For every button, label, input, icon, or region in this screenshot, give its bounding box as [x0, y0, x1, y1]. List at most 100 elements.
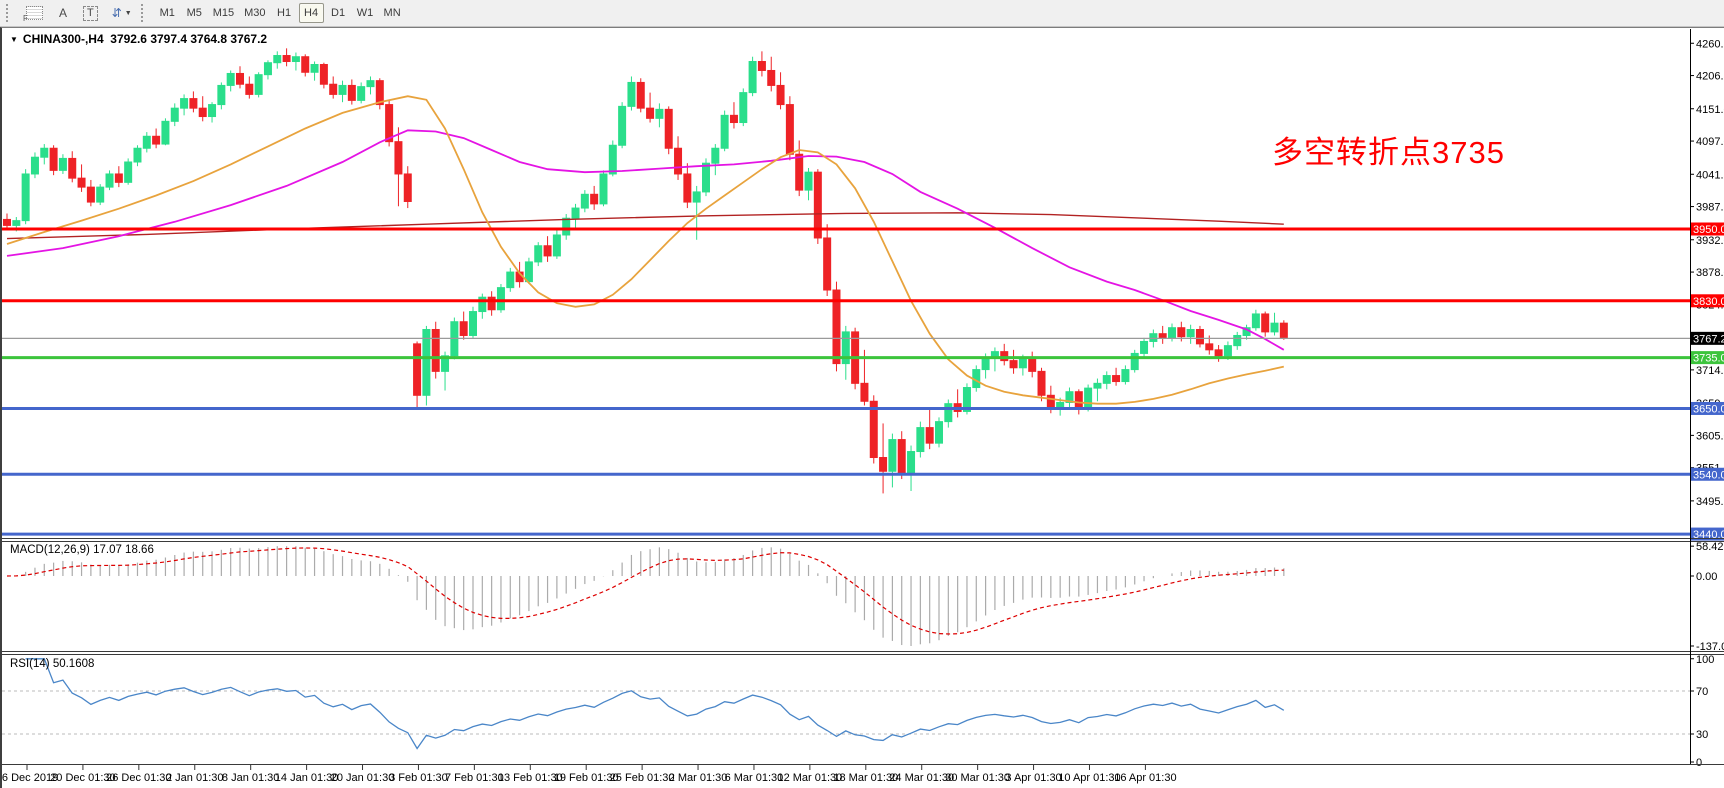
candle-body — [395, 142, 402, 174]
timeframe-m15-button[interactable]: M15 — [209, 3, 238, 23]
rsi-panel[interactable]: 10070300 — [2, 654, 1714, 769]
candle-body — [563, 218, 570, 235]
timeframe-w1-button[interactable]: W1 — [353, 3, 378, 23]
candle-body — [1206, 344, 1213, 350]
date-label: 2 Jan 01:30 — [166, 772, 224, 784]
price-axis[interactable]: 4260.54206.54151.04097.04041.53987.53932… — [1690, 38, 1724, 508]
toolbar-grip-icon[interactable] — [6, 4, 14, 22]
text-box-button[interactable]: T — [76, 2, 105, 24]
candle-body — [740, 93, 747, 123]
candle-body — [637, 82, 644, 108]
candle-body — [908, 452, 915, 474]
candle-body — [1280, 323, 1287, 338]
candle-body — [880, 458, 887, 472]
timeframe-m30-button[interactable]: M30 — [240, 3, 269, 23]
mt4-window: F A T ⇵ ▼ M1M5M15M30H1H4D1W1MN 58.42 0.00… — [0, 0, 1724, 788]
candle-body — [497, 288, 504, 310]
macd-tick-label: 0.00 — [1696, 571, 1717, 583]
price-tick-label: 3987.5 — [1696, 202, 1724, 214]
candle-body — [535, 246, 542, 262]
arrange-arrows-button[interactable]: ⇵ ▼ — [105, 2, 139, 24]
candle-body — [619, 106, 626, 145]
timeframe-m5-button[interactable]: M5 — [182, 3, 207, 23]
timeframe-d1-button[interactable]: D1 — [326, 3, 351, 23]
candle-body — [1047, 395, 1054, 407]
candle-body — [1019, 359, 1026, 367]
date-label: 7 Feb 01:30 — [445, 772, 504, 784]
candles[interactable] — [4, 48, 1288, 493]
candle-body — [320, 64, 327, 84]
chart-annotation[interactable]: 多空转折点3735 — [1272, 127, 1505, 172]
rsi-tick-label: 0 — [1696, 757, 1702, 769]
chart-window[interactable]: 58.420.00-137.09100703004260.54206.54151… — [0, 27, 1724, 788]
candle-body — [777, 85, 784, 104]
rsi-tick-label: 70 — [1696, 686, 1708, 698]
date-label: 3 Feb 01:30 — [389, 772, 448, 784]
candle-body — [1085, 388, 1092, 408]
toolbar-grip-icon[interactable] — [141, 4, 149, 22]
candle-body — [31, 157, 38, 174]
date-axis[interactable]: 16 Dec 201920 Dec 01:3026 Dec 01:302 Jan… — [2, 764, 1177, 784]
rsi-line — [26, 659, 1284, 749]
candle-body — [209, 105, 216, 117]
candle-body — [712, 148, 719, 163]
candle-body — [982, 358, 989, 370]
date-label: 6 Mar 01:30 — [725, 772, 784, 784]
candle-body — [572, 208, 579, 218]
candle-body — [41, 148, 48, 157]
timeframe-h4-button[interactable]: H4 — [299, 3, 324, 23]
text-label-button[interactable]: A — [50, 2, 76, 24]
candle-body — [4, 219, 11, 225]
price-tag-label: 3767.2 — [1693, 333, 1724, 345]
candle-body — [87, 187, 94, 202]
ma-slow-line — [7, 213, 1284, 239]
price-tick-label: 3605.0 — [1696, 430, 1724, 442]
ma-medium-line — [7, 130, 1284, 349]
candle-body — [162, 121, 169, 144]
timeframe-buttons: M1M5M15M30H1H4D1W1MN — [154, 3, 406, 23]
swap-arrows-icon: ⇵ — [112, 6, 122, 20]
macd-tick-label: 58.42 — [1696, 541, 1724, 553]
candle-body — [1187, 329, 1194, 336]
candle-body — [721, 115, 728, 148]
timeframe-mn-button[interactable]: MN — [380, 3, 405, 23]
candle-body — [786, 105, 793, 155]
candle-body — [470, 312, 477, 336]
candle-body — [553, 235, 560, 256]
candle-body — [1224, 346, 1231, 356]
candle-body — [50, 148, 57, 170]
price-tick-label: 3714.5 — [1696, 365, 1724, 377]
candle-body — [432, 329, 439, 371]
candle-body — [171, 108, 178, 121]
dashed-t-icon: T — [83, 6, 98, 21]
candle-body — [22, 174, 29, 221]
candle-body — [134, 148, 141, 162]
candle-body — [936, 422, 943, 444]
candle-body — [97, 187, 104, 202]
f-label: F — [23, 14, 28, 23]
candle-body — [796, 154, 803, 190]
price-tick-label: 3495.5 — [1696, 496, 1724, 508]
candle-body — [227, 73, 234, 85]
candle-body — [609, 145, 616, 174]
candle-body — [283, 56, 290, 62]
price-tick-label: 4097.0 — [1696, 136, 1724, 148]
timeframe-h1-button[interactable]: H1 — [272, 3, 297, 23]
chart-template-button[interactable]: F — [19, 2, 50, 24]
candle-body — [758, 62, 765, 71]
price-tick-label: 4206.5 — [1696, 71, 1724, 83]
candle-body — [153, 136, 160, 144]
candle-body — [917, 428, 924, 452]
candle-body — [274, 56, 281, 63]
macd-panel[interactable]: 58.420.00-137.09 — [7, 541, 1724, 653]
price-tick-label: 4041.5 — [1696, 169, 1724, 181]
candle-body — [339, 85, 346, 94]
candle-body — [246, 84, 253, 94]
horizontal-levels[interactable] — [2, 229, 1690, 534]
candle-body — [1178, 328, 1185, 337]
timeframe-m1-button[interactable]: M1 — [155, 3, 180, 23]
candle-body — [115, 174, 122, 182]
candle-body — [675, 148, 682, 174]
candle-body — [1234, 335, 1241, 345]
date-label: 25 Feb 01:30 — [610, 772, 675, 784]
